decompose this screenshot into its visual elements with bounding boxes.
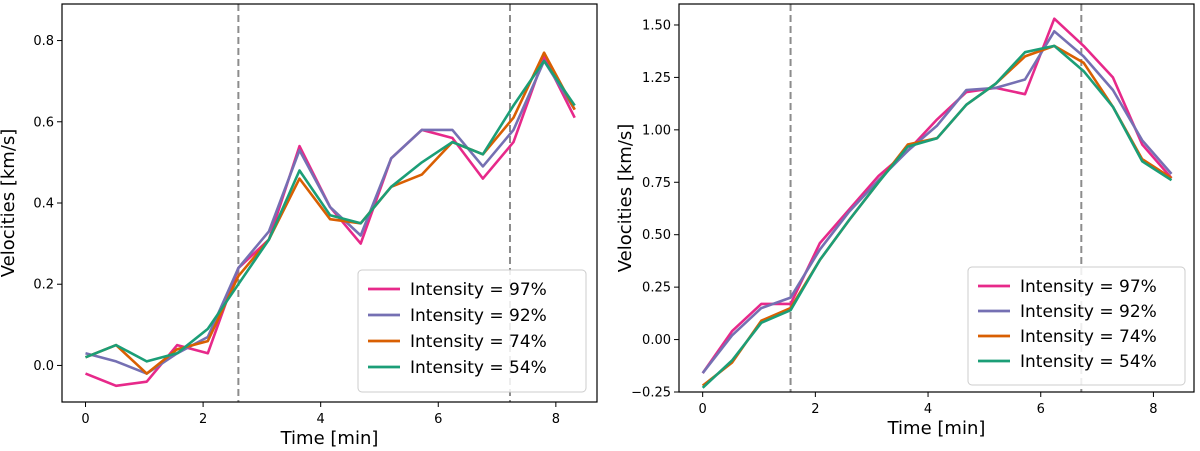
x-tick-label: 4 <box>317 412 325 427</box>
x-tick-label: 6 <box>1037 402 1045 417</box>
x-tick-label: 8 <box>1149 402 1157 417</box>
legend-label-2: Intensity = 92% <box>410 306 547 326</box>
plot-frame <box>678 3 1195 393</box>
x-tick-label: 2 <box>199 412 207 427</box>
x-axis-label: Time [min] <box>280 428 379 449</box>
x-tick-label: 2 <box>811 402 819 417</box>
x-axis-label: Time [min] <box>887 418 986 439</box>
series-line-4 <box>701 44 1173 389</box>
y-tick-label: 1.25 <box>642 71 671 86</box>
legend-box <box>357 269 587 393</box>
legend: Intensity = 97% Intensity = 92% Intensity … <box>357 269 587 393</box>
legend-label-3: Intensity = 74% <box>410 332 547 352</box>
x-tick-label: 0 <box>81 412 89 427</box>
x-tick-label: 4 <box>924 402 932 417</box>
series-line-1 <box>701 17 1173 374</box>
x-tick-label: 0 <box>699 402 707 417</box>
y-tick-label: 1.50 <box>642 18 671 33</box>
legend: Intensity = 97% Intensity = 92% Intensity … <box>967 266 1186 386</box>
y-tick-label: 0.6 <box>33 115 54 130</box>
y-tick-label: 0.25 <box>642 281 671 296</box>
legend-label-1: Intensity = 97% <box>1020 277 1157 297</box>
x-tick-label: 6 <box>434 412 442 427</box>
series-line-4 <box>85 59 576 363</box>
series-line-2 <box>701 29 1173 374</box>
legend-label-3: Intensity = 74% <box>1020 327 1157 347</box>
y-tick-label: 0.8 <box>33 34 54 49</box>
legend-box <box>967 266 1186 386</box>
y-tick-label: 1.00 <box>642 123 671 138</box>
legend-label-1: Intensity = 97% <box>410 280 547 300</box>
y-tick-label: 0.0 <box>33 359 54 374</box>
y-axis-label: Velocities [km/s] <box>615 124 636 273</box>
y-axis-label: Velocities [km/s] <box>0 129 19 278</box>
left-velocity-chart: 0 2 4 6 8 0.0 0.2 0.4 0.6 0.8 Time [min] Velocities… <box>0 3 598 449</box>
y-tick-label: 0.50 <box>642 228 671 243</box>
y-tick-label: −0.25 <box>631 386 671 401</box>
y-tick-label: 0.4 <box>33 197 54 212</box>
x-tick-label: 8 <box>552 412 560 427</box>
series-line-2 <box>85 59 576 375</box>
y-tick-label: 0.00 <box>642 333 671 348</box>
y-tick-label: 0.2 <box>33 278 54 293</box>
y-tick-label: 0.75 <box>642 176 671 191</box>
right-velocity-chart: 0 2 4 6 8 −0.25 0.00 0.25 0.50 0.75 1.00 1.25 1.50 Ti… <box>615 3 1195 439</box>
legend-label-4: Intensity = 54% <box>410 358 547 378</box>
legend-label-2: Intensity = 92% <box>1020 302 1157 322</box>
legend-label-4: Intensity = 54% <box>1020 352 1157 372</box>
